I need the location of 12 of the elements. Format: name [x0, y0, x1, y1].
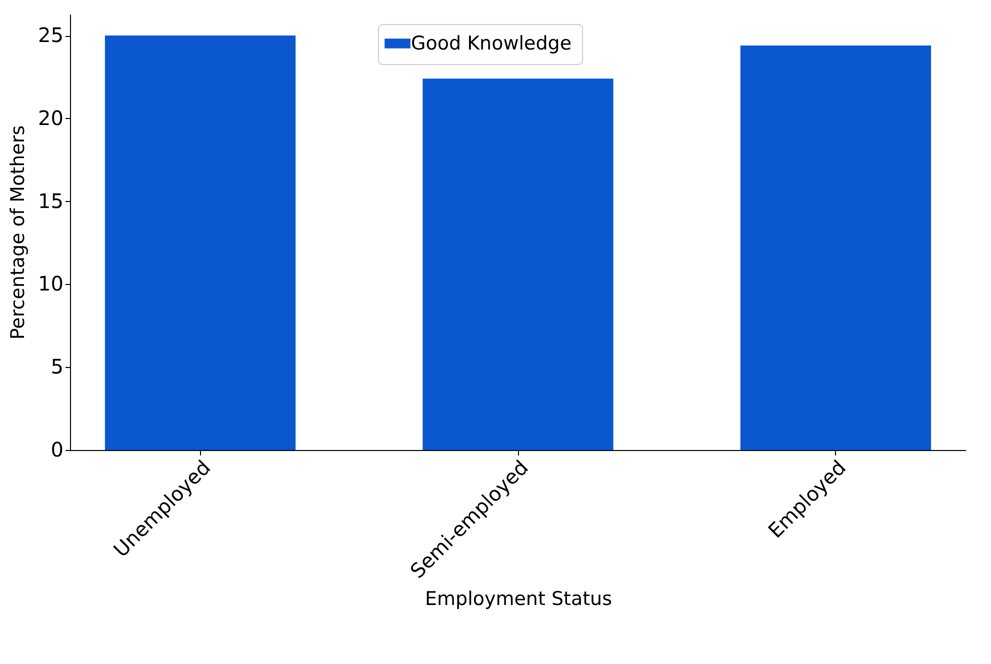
- y-tick-label: 25: [38, 23, 64, 48]
- x-axis-title: Employment Status: [425, 588, 612, 610]
- y-axis-title: Percentage of Mothers: [7, 125, 30, 340]
- y-tick-label: 5: [50, 354, 64, 379]
- bar: [422, 78, 614, 450]
- y-tick-label: 0: [50, 438, 64, 462]
- legend-label: Good Knowledge: [411, 32, 572, 54]
- y-tick-label: 10: [38, 272, 64, 296]
- bar: [740, 46, 932, 450]
- y-tick-label: 15: [38, 188, 64, 213]
- y-tick-label: 20: [38, 106, 64, 130]
- bar: [104, 36, 296, 450]
